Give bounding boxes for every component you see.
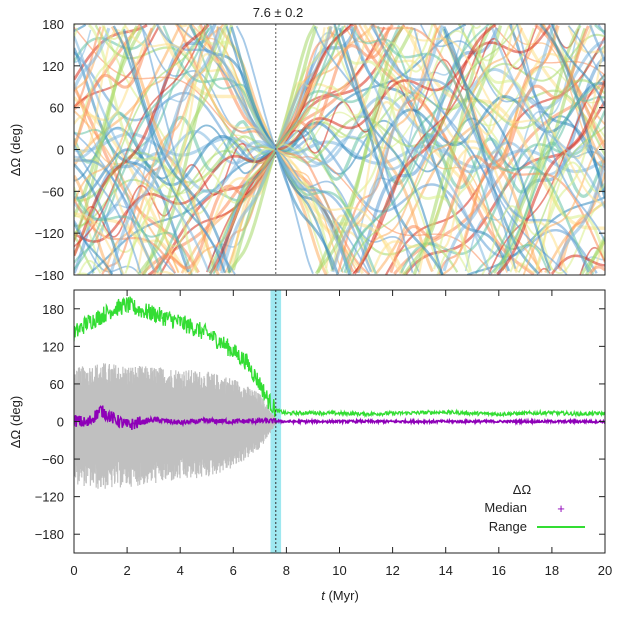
top-y-tick-label: −60 [42, 184, 64, 199]
x-tick-label: 18 [545, 563, 559, 578]
top-trace [74, 25, 605, 275]
bottom-y-tick-label: 60 [50, 377, 64, 392]
top-traces [74, 24, 605, 275]
x-tick-label: 0 [70, 563, 77, 578]
bottom-y-tick-label: −120 [35, 490, 64, 505]
top-trace [74, 24, 605, 273]
top-trace [74, 24, 605, 275]
grey-spread-trace [74, 363, 277, 489]
top-y-axis-label: ΔΩ (deg) [8, 124, 23, 176]
bottom-panel: 180 120 60 0 −60 −120 −180 0 2 4 6 8 10 12 14 16 18 20 Δ… [8, 289, 612, 603]
top-trace [74, 24, 605, 275]
top-trace [74, 24, 605, 275]
grey-spread [74, 363, 277, 489]
range-line [74, 295, 605, 418]
legend: ΔΩ Median + Range [484, 482, 585, 534]
legend-label-range: Range [489, 519, 527, 534]
x-axis-label: t (Myr) [321, 588, 359, 603]
top-y-tick-label: −180 [35, 268, 64, 283]
x-tick-label: 12 [385, 563, 399, 578]
bottom-x-axis: 0 2 4 6 8 10 12 14 16 18 20 [70, 290, 612, 578]
x-tick-label: 2 [123, 563, 130, 578]
bottom-y-axis: 180 120 60 0 −60 −120 −180 [35, 302, 605, 542]
legend-label-median: Median [484, 500, 527, 515]
top-trace [74, 25, 605, 275]
bottom-y-tick-label: −60 [42, 452, 64, 467]
x-tick-label: 8 [283, 563, 290, 578]
x-tick-label: 16 [492, 563, 506, 578]
top-trace [74, 81, 605, 200]
bottom-y-tick-label: 120 [42, 339, 64, 354]
bottom-y-tick-label: −180 [35, 527, 64, 542]
top-y-tick-label: 120 [42, 59, 64, 74]
series-range [74, 295, 605, 418]
top-y-tick-label: −120 [35, 226, 64, 241]
top-trace [74, 24, 605, 275]
top-y-tick-label: 60 [50, 101, 64, 116]
top-panel: 180 120 60 0 −60 −120 −180 7.6 ± 0.2 ΔΩ (deg) [8, 5, 606, 283]
bottom-y-tick-label: 180 [42, 302, 64, 317]
x-tick-label: 4 [177, 563, 184, 578]
bottom-y-axis-label: ΔΩ (deg) [8, 396, 23, 448]
median-line [74, 405, 605, 430]
x-tick-label: 14 [438, 563, 452, 578]
x-tick-label: 10 [332, 563, 346, 578]
top-y-axis: 180 120 60 0 −60 −120 −180 [35, 17, 605, 283]
legend-title: ΔΩ [513, 482, 532, 497]
x-tick-label: 20 [598, 563, 612, 578]
legend-marker-median: + [557, 501, 565, 516]
top-y-tick-label: 0 [57, 143, 64, 158]
bottom-y-tick-label: 0 [57, 415, 64, 430]
series-median [74, 405, 605, 430]
top-y-tick-label: 180 [42, 17, 64, 32]
top-annotation: 7.6 ± 0.2 [253, 5, 304, 20]
x-tick-label: 6 [230, 563, 237, 578]
